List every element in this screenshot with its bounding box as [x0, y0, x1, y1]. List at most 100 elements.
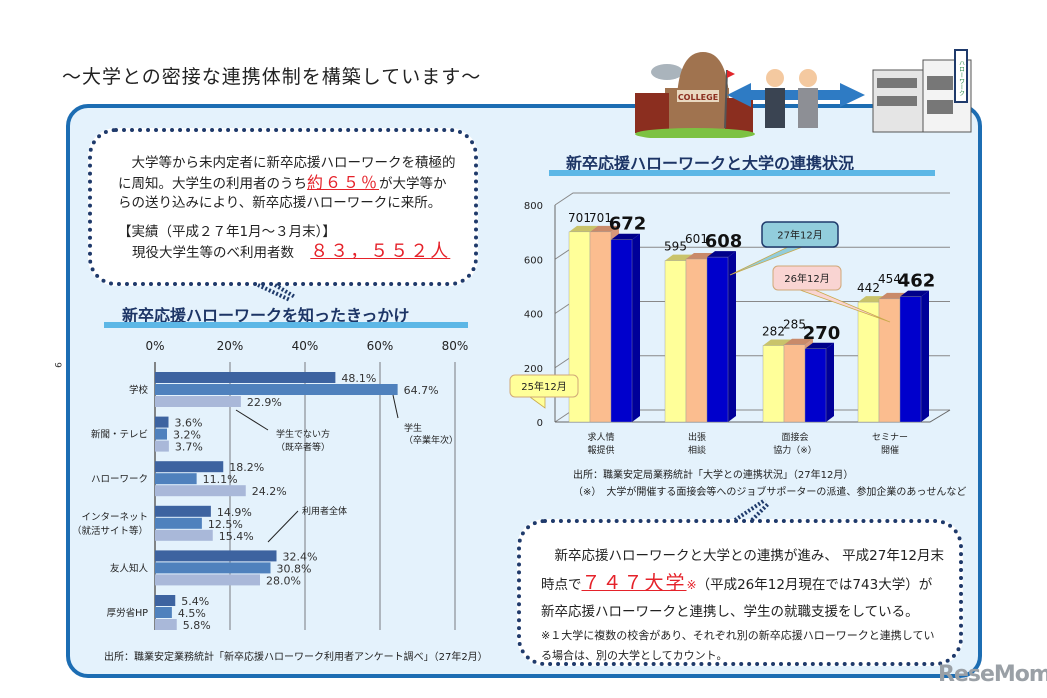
bar-value-label: 285: [783, 318, 806, 332]
bar-side: [921, 290, 929, 422]
bar-top: [784, 338, 813, 345]
bar: [804, 348, 827, 423]
bar-value-label: 601: [685, 232, 708, 246]
bar-value-label: 442: [857, 281, 880, 295]
category-label: （就活サイト等）: [72, 525, 148, 537]
bar-value-label: 3.6%: [175, 417, 203, 430]
partnership-callout: 新卒応援ハローワークと大学との連携が進み、 平成27年12月末時点で７４７大学 ※…: [517, 519, 963, 666]
left-title-underline: [104, 322, 468, 328]
annotation-students: 学生: [404, 422, 422, 434]
legend-callout: [761, 221, 839, 248]
callout-tail: [799, 289, 891, 323]
bar-value-label: 608: [705, 231, 743, 252]
usage-description: 大学等から未内定者に新卒応援ハローワークを積極的に周知。大学生の利用者のうち約６…: [118, 154, 458, 213]
bar: [155, 574, 260, 586]
annotation-arrow: [392, 394, 399, 419]
bar: [155, 505, 211, 517]
bar: [155, 607, 172, 618]
bar-side: [826, 342, 834, 422]
university-count-highlight: ７４７大学: [581, 572, 687, 594]
results-heading: 【実績（平成２７年1月～３月末）】: [118, 224, 336, 240]
bar-top: [763, 339, 792, 346]
usage-text-2: が大学等からの送り込みにより、新卒応援ハローワークに来所。: [118, 176, 447, 211]
partnership-footnote: ※１大学に複数の校舎があり、それぞれ別の新卒応援ハローワークと連携している場合は…: [541, 629, 935, 662]
y-tick-label: 0: [537, 418, 543, 429]
bar-value-label: 14.9%: [217, 506, 252, 519]
bar-top: [707, 251, 736, 258]
right-chart-source: 出所：職業安定局業務統計「大学との連携状況」（27年12月）: [573, 470, 854, 481]
svg-text:ハローワーク: ハローワーク: [958, 60, 965, 96]
bar: [685, 258, 708, 423]
bar-value-label: 48.1%: [341, 372, 376, 385]
annotation-all-users: 利用者全体: [302, 505, 347, 517]
bar-value-label: 672: [609, 214, 647, 235]
bar-value-label: 24.2%: [252, 485, 287, 498]
category-label: 友人知人: [110, 562, 149, 574]
bar-value-label: 12.5%: [208, 518, 243, 531]
bar: [610, 239, 633, 423]
x-tick-label: 40%: [292, 339, 319, 353]
bar: [155, 562, 271, 574]
bar-value-label: 270: [803, 323, 841, 344]
bar-value-label: 282: [762, 325, 785, 339]
bar-value-label: 701: [589, 211, 612, 225]
annotation-students-sub: （卒業年次）: [404, 434, 458, 446]
legend-callout: [772, 265, 842, 291]
bar: [155, 619, 177, 630]
usage-callout: 大学等から未内定者に新卒応援ハローワークを積極的に周知。大学生の利用者のうち約６…: [88, 128, 478, 286]
usage-text-1: 大学等から未内定者に新卒応援ハローワークを積極的に周知。大学生の利用者のうち: [118, 155, 456, 192]
bar-value-label: 5.8%: [183, 619, 211, 632]
partnership-text-1: 新卒応援ハローワークと大学との連携が進み、 平成27年12月末時点で: [541, 548, 945, 593]
category-label: 報提供: [587, 444, 614, 456]
bar: [155, 473, 197, 485]
annotation-arrow: [235, 409, 269, 431]
callout-tail: [529, 396, 546, 409]
category-label: 求人情: [587, 431, 614, 443]
watermark-text: ReseMom: [938, 662, 1047, 687]
partnership-text-2: （平成26年12月現在では743大学）が新卒応援ハローワークと連携し、学生の就職…: [541, 577, 933, 620]
annotation-nonstudents: 学生でない方: [276, 428, 330, 440]
category-label: 出張: [688, 431, 706, 443]
bar-value-label: 595: [664, 240, 687, 254]
legend-callout: [509, 374, 579, 398]
page-title: ～大学との密接な連携体制を構築しています～: [62, 66, 482, 88]
bar: [155, 461, 224, 473]
bar: [899, 296, 922, 423]
bar-value-label: 64.7%: [404, 384, 439, 397]
category-label: 協力（※）: [773, 444, 817, 456]
left-chart-title: 新卒応援ハローワークを知ったきっかけ: [122, 306, 410, 325]
resemom-watermark-logo: ReseMom: [938, 662, 1047, 687]
bar-top: [805, 342, 834, 349]
bar: [155, 529, 213, 541]
bar: [589, 231, 612, 423]
bar-value-label: 15.4%: [219, 530, 254, 543]
bar: [155, 595, 176, 606]
category-label: 学校: [129, 384, 149, 396]
bar-value-label: 5.4%: [181, 595, 209, 608]
bar: [664, 260, 687, 423]
bar-value-label: 4.5%: [178, 607, 206, 620]
bar: [155, 517, 202, 529]
category-label: 開催: [881, 444, 899, 456]
category-label: セミナー: [872, 432, 908, 443]
partnership-description: 新卒応援ハローワークと大学との連携が進み、 平成27年12月末時点で７４７大学※…: [541, 543, 945, 626]
usage-percent-highlight: 約６５％: [307, 173, 380, 192]
bar-value-label: 454: [878, 272, 901, 286]
bar: [783, 344, 806, 423]
bar: [762, 345, 785, 423]
bar-top: [590, 225, 619, 232]
bar-value-label: 11.1%: [203, 473, 238, 486]
legend-callout-label: 27年12月: [777, 229, 822, 242]
category-label: 面接会: [781, 431, 808, 443]
bar: [155, 485, 246, 497]
results-value: ８３，５５２人: [310, 241, 451, 262]
hello-work-building-icon: ハローワーク: [872, 49, 972, 133]
category-label: ハローワーク: [91, 474, 148, 485]
bar-value-label: 22.9%: [247, 396, 282, 409]
bar: [857, 301, 880, 423]
right-chart-footnote: （※） 大学が開催する面接会等へのジョブサポーターの派遣、参加企業のあっせんなど: [573, 487, 967, 498]
category-label: インターネット: [81, 512, 148, 523]
